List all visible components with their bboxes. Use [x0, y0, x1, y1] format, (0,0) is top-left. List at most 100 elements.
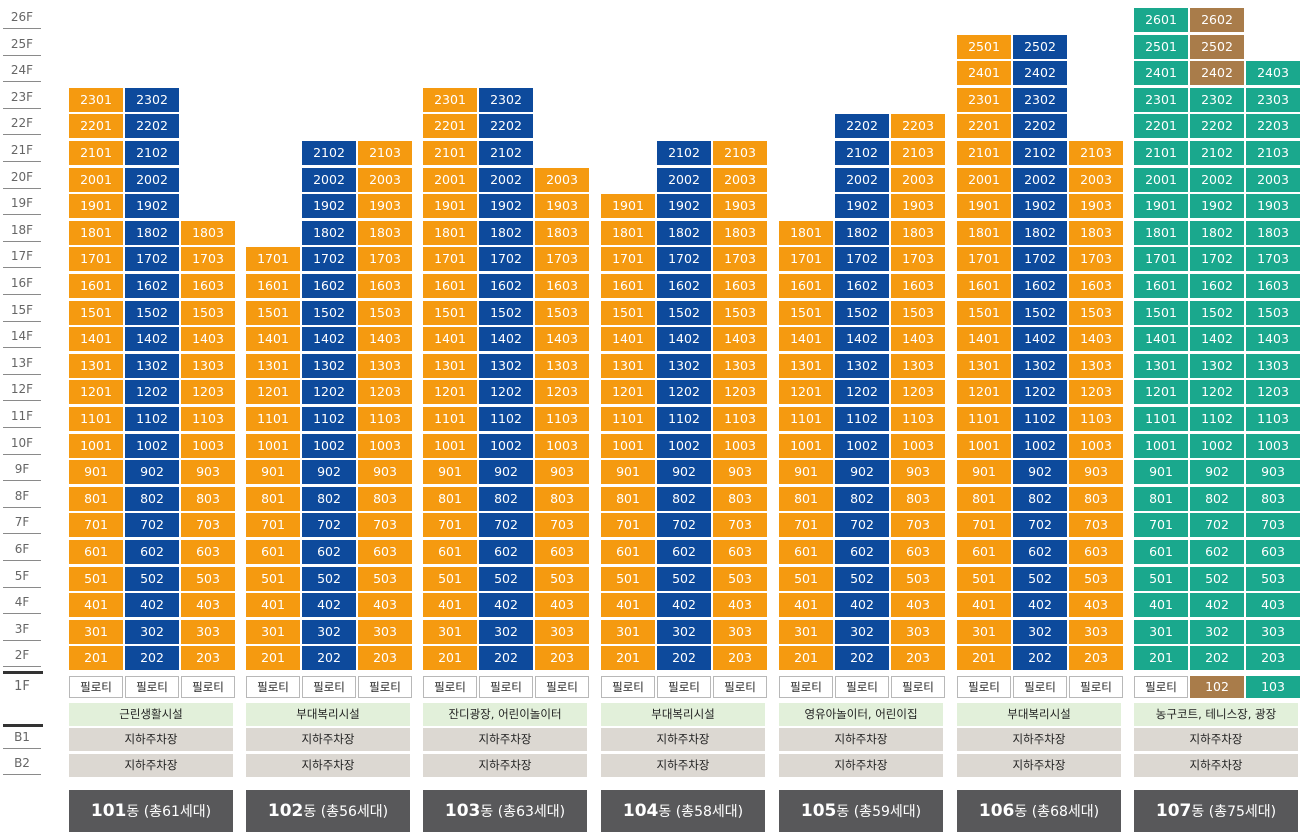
unit-cell[interactable]: 1602 — [657, 274, 711, 298]
unit-cell[interactable]: 302 — [302, 619, 356, 644]
unit-cell[interactable]: 1002 — [1190, 433, 1244, 458]
unit-cell[interactable]: 1602 — [479, 274, 533, 298]
unit-cell[interactable]: 1603 — [535, 274, 589, 298]
unit-cell[interactable]: 301 — [957, 619, 1011, 644]
unit-cell[interactable]: 1403 — [535, 327, 589, 352]
unit-cell[interactable]: 2102 — [1013, 141, 1067, 165]
unit-cell[interactable]: 1801 — [423, 220, 477, 245]
unit-cell[interactable]: 2202 — [835, 114, 889, 139]
unit-cell[interactable]: 1601 — [69, 274, 123, 298]
unit-cell[interactable]: 401 — [779, 593, 833, 618]
unit-cell[interactable]: 1301 — [779, 353, 833, 378]
unit-cell[interactable]: 2003 — [891, 167, 945, 192]
unit-cell[interactable]: 1801 — [1134, 220, 1188, 245]
unit-cell[interactable]: 1902 — [125, 194, 179, 219]
unit-cell[interactable]: 2402 — [1190, 61, 1244, 86]
unit-cell[interactable]: 1203 — [358, 380, 412, 405]
unit-cell[interactable]: 1301 — [957, 353, 1011, 378]
unit-cell[interactable]: 602 — [479, 540, 533, 564]
unit-cell[interactable]: 1403 — [891, 327, 945, 352]
unit-cell[interactable]: 403 — [713, 593, 767, 618]
unit-cell[interactable]: 301 — [423, 619, 477, 644]
unit-cell[interactable]: 1202 — [302, 380, 356, 405]
unit-cell[interactable]: 501 — [69, 566, 123, 591]
unit-cell[interactable]: 2002 — [657, 167, 711, 192]
unit-cell[interactable]: 1003 — [1069, 433, 1123, 458]
unit-cell[interactable]: 2101 — [957, 141, 1011, 165]
unit-cell[interactable]: 2202 — [1190, 114, 1244, 139]
unit-cell[interactable]: 1201 — [957, 380, 1011, 405]
unit-cell[interactable]: 1503 — [713, 300, 767, 325]
unit-cell[interactable]: 1402 — [302, 327, 356, 352]
unit-cell[interactable]: 803 — [535, 486, 589, 511]
unit-cell[interactable]: 2101 — [69, 141, 123, 165]
unit-cell[interactable]: 1601 — [601, 274, 655, 298]
unit-cell[interactable]: 1503 — [891, 300, 945, 325]
unit-cell[interactable]: 1202 — [479, 380, 533, 405]
unit-cell[interactable]: 203 — [535, 646, 589, 671]
unit-cell[interactable]: 1501 — [69, 300, 123, 325]
unit-cell[interactable]: 2103 — [713, 141, 767, 165]
unit-cell[interactable]: 1903 — [535, 194, 589, 219]
unit-cell[interactable]: 603 — [535, 540, 589, 564]
unit-cell[interactable]: 2302 — [479, 87, 533, 112]
unit-cell[interactable]: 902 — [125, 460, 179, 485]
unit-cell[interactable]: 2601 — [1134, 8, 1188, 32]
unit-cell[interactable]: 1602 — [1013, 274, 1067, 298]
unit-cell[interactable]: 202 — [1013, 646, 1067, 671]
unit-cell[interactable]: 603 — [1246, 540, 1300, 564]
unit-cell[interactable]: 1902 — [1013, 194, 1067, 219]
unit-cell[interactable]: 1403 — [358, 327, 412, 352]
unit-cell[interactable]: 1003 — [713, 433, 767, 458]
unit-cell[interactable]: 1602 — [835, 274, 889, 298]
unit-cell[interactable]: 1302 — [835, 353, 889, 378]
unit-cell[interactable]: 1302 — [479, 353, 533, 378]
unit-cell[interactable]: 403 — [181, 593, 235, 618]
unit-cell[interactable]: 2201 — [957, 114, 1011, 139]
unit-cell[interactable]: 1003 — [181, 433, 235, 458]
unit-cell[interactable]: 1702 — [657, 247, 711, 272]
unit-cell[interactable]: 1703 — [891, 247, 945, 272]
unit-cell[interactable]: 1001 — [69, 433, 123, 458]
unit-cell[interactable]: 903 — [713, 460, 767, 485]
unit-cell[interactable]: 1701 — [246, 247, 300, 272]
unit-cell[interactable]: 401 — [423, 593, 477, 618]
unit-cell[interactable]: 1202 — [1190, 380, 1244, 405]
unit-cell[interactable]: 2401 — [957, 61, 1011, 86]
unit-cell[interactable]: 402 — [835, 593, 889, 618]
unit-cell[interactable]: 1703 — [358, 247, 412, 272]
unit-cell[interactable]: 1701 — [69, 247, 123, 272]
unit-cell[interactable]: 1302 — [657, 353, 711, 378]
unit-cell[interactable]: 1901 — [1134, 194, 1188, 219]
unit-cell[interactable]: 1102 — [302, 407, 356, 431]
unit-cell[interactable]: 201 — [957, 646, 1011, 671]
unit-cell[interactable]: 1402 — [835, 327, 889, 352]
unit-cell[interactable]: 402 — [302, 593, 356, 618]
unit-cell[interactable]: 1902 — [657, 194, 711, 219]
unit-cell[interactable]: 1803 — [535, 220, 589, 245]
unit-cell[interactable]: 303 — [1246, 619, 1300, 644]
unit-cell[interactable]: 1301 — [601, 353, 655, 378]
unit-cell[interactable]: 903 — [1069, 460, 1123, 485]
unit-cell[interactable]: 603 — [358, 540, 412, 564]
unit-cell[interactable]: 1202 — [1013, 380, 1067, 405]
unit-cell[interactable]: 601 — [423, 540, 477, 564]
unit-cell[interactable]: 2303 — [1246, 87, 1300, 112]
unit-cell[interactable]: 702 — [835, 513, 889, 538]
unit-cell[interactable]: 1602 — [302, 274, 356, 298]
unit-cell[interactable]: 503 — [535, 566, 589, 591]
unit-cell[interactable]: 403 — [891, 593, 945, 618]
unit-cell[interactable]: 902 — [657, 460, 711, 485]
unit-cell[interactable]: 1201 — [246, 380, 300, 405]
unit-cell[interactable]: 1203 — [1246, 380, 1300, 405]
unit-cell[interactable]: 1601 — [246, 274, 300, 298]
unit-cell[interactable]: 1301 — [1134, 353, 1188, 378]
unit-cell[interactable]: 1103 — [891, 407, 945, 431]
unit-cell[interactable]: 502 — [302, 566, 356, 591]
unit-cell[interactable]: 1303 — [713, 353, 767, 378]
unit-cell[interactable]: 1302 — [1190, 353, 1244, 378]
unit-cell[interactable]: 502 — [1190, 566, 1244, 591]
unit-cell[interactable]: 403 — [1069, 593, 1123, 618]
unit-cell[interactable]: 1902 — [835, 194, 889, 219]
unit-cell[interactable]: 1903 — [713, 194, 767, 219]
